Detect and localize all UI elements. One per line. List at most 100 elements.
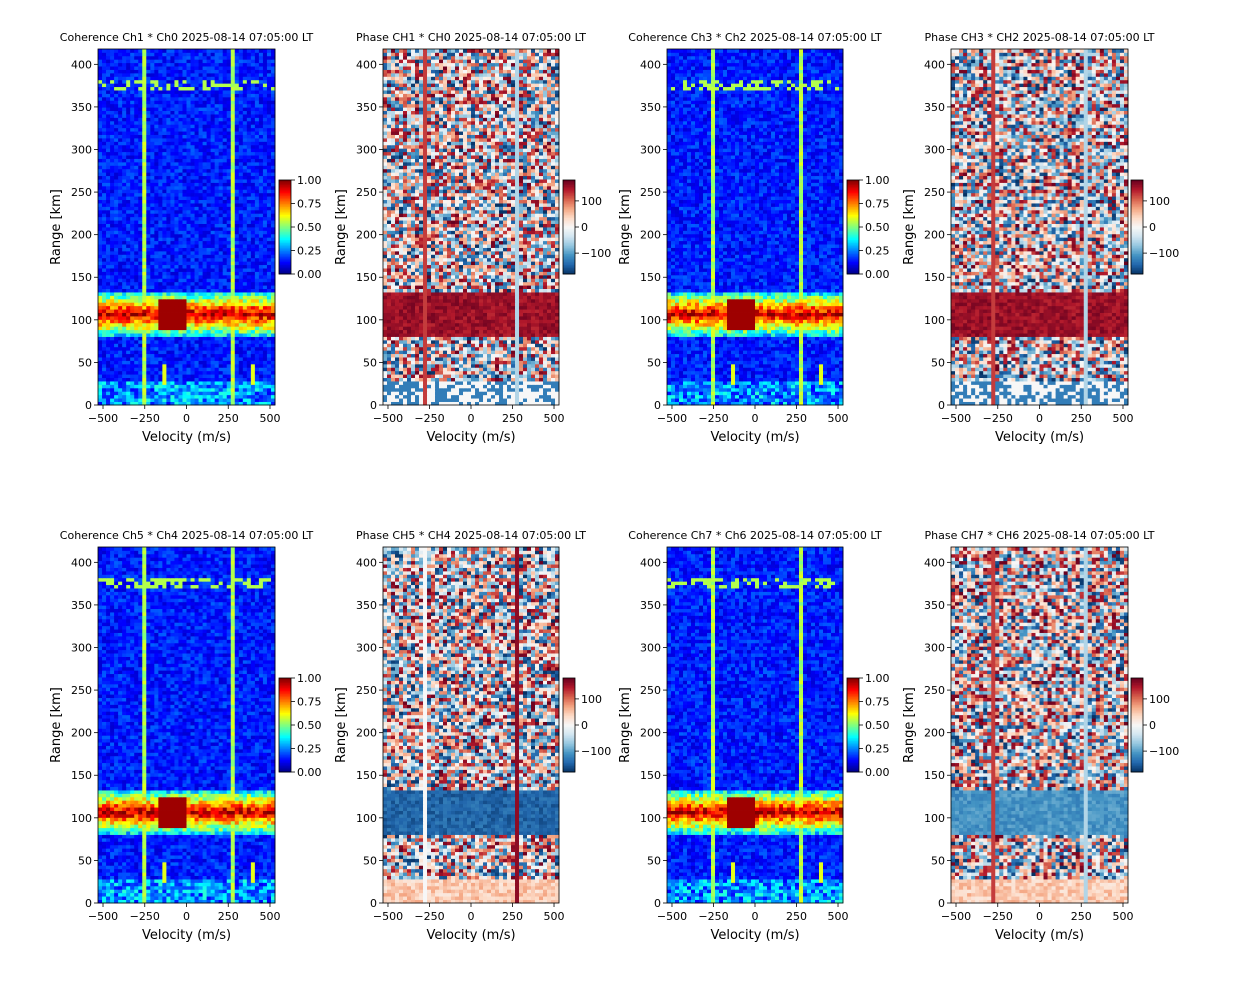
heatmap-cell (247, 309, 251, 313)
heatmap-cell (110, 49, 114, 53)
heatmap-cell (251, 340, 255, 344)
heatmap-cell (263, 87, 267, 91)
heatmap-cell (247, 121, 251, 125)
heatmap-cell (150, 374, 154, 378)
heatmap-cell (138, 371, 142, 375)
heatmap-cell (215, 306, 219, 310)
heatmap-cell (138, 230, 142, 234)
heatmap-cell (419, 395, 423, 399)
y-tick-label: 200 (71, 229, 92, 242)
heatmap-cell (251, 141, 255, 145)
heatmap-cell (211, 148, 215, 152)
heatmap-cell (150, 49, 154, 53)
heatmap-cell (170, 121, 174, 125)
heatmap-cell (211, 282, 215, 286)
heatmap-cell (191, 265, 195, 269)
heatmap-cell (138, 398, 142, 402)
heatmap-cell (211, 114, 215, 118)
heatmap-cell (114, 292, 118, 296)
heatmap-cell (166, 52, 170, 56)
heatmap-cell (199, 292, 203, 296)
heatmap-cell (166, 241, 170, 245)
heatmap-cell (499, 395, 503, 399)
heatmap-cell (166, 100, 170, 104)
heatmap-cell (235, 73, 239, 77)
heatmap-cell (191, 248, 195, 252)
heatmap-cell (243, 248, 247, 252)
heatmap-cell (195, 117, 199, 121)
heatmap-cell (243, 378, 247, 382)
heatmap-cell (235, 234, 239, 238)
heatmap-cell (178, 268, 182, 272)
heatmap-cell (231, 179, 235, 183)
heatmap-cell (158, 326, 162, 330)
heatmap-cell (235, 169, 239, 173)
heatmap-cell (122, 244, 126, 248)
heatmap-cell (243, 306, 247, 310)
heatmap-cell (158, 381, 162, 385)
heatmap-cell (215, 186, 219, 190)
heatmap-cell (219, 80, 223, 84)
heatmap-cell (195, 183, 199, 187)
heatmap-cell (126, 152, 130, 156)
heatmap-cell (178, 364, 182, 368)
heatmap-cell (130, 268, 134, 272)
heatmap-cell (178, 234, 182, 238)
heatmap-cell (223, 364, 227, 368)
heatmap-cell (122, 114, 126, 118)
heatmap-cell (158, 179, 162, 183)
heatmap-cell (130, 155, 134, 159)
heatmap-cell (239, 323, 243, 327)
heatmap-cell (122, 121, 126, 125)
heatmap-cell (527, 388, 531, 392)
heatmap-cell (239, 361, 243, 365)
heatmap-cell (162, 159, 166, 163)
heatmap-cell (267, 388, 271, 392)
heatmap-cell (235, 135, 239, 139)
heatmap-cell (170, 76, 174, 80)
heatmap-cell (174, 230, 178, 234)
heatmap-cell (211, 316, 215, 320)
heatmap-cell (255, 52, 259, 56)
heatmap-cell (102, 206, 106, 210)
heatmap-cell (263, 49, 267, 53)
heatmap-cell (154, 87, 158, 91)
heatmap-cell (239, 183, 243, 187)
heatmap-cell (178, 114, 182, 118)
heatmap-cell (243, 265, 247, 269)
heatmap-cell (158, 278, 162, 282)
heatmap-cell (142, 357, 146, 361)
heatmap-cell (207, 159, 211, 163)
heatmap-cell (126, 97, 130, 101)
heatmap-cell (199, 333, 203, 337)
heatmap-cell (142, 285, 146, 289)
heatmap-cell (122, 230, 126, 234)
heatmap-cell (98, 141, 102, 145)
heatmap-cell (114, 378, 118, 382)
heatmap-cell (215, 337, 219, 341)
heatmap-cell (98, 83, 102, 87)
heatmap-cell (106, 333, 110, 337)
heatmap-cell (235, 141, 239, 145)
heatmap-cell (215, 183, 219, 187)
heatmap-cell (150, 224, 154, 228)
heatmap-cell (122, 169, 126, 173)
heatmap-cell (142, 268, 146, 272)
heatmap-cell (239, 70, 243, 74)
heatmap-cell (259, 302, 263, 306)
heatmap-cell (495, 384, 499, 388)
heatmap-cell (142, 251, 146, 255)
heatmap-cell (263, 186, 267, 190)
heatmap-cell (142, 227, 146, 231)
heatmap-cell (199, 193, 203, 197)
heatmap-cell (267, 313, 271, 317)
heatmap-cell (102, 384, 106, 388)
heatmap-cell (199, 347, 203, 351)
heatmap-cell (158, 388, 162, 392)
heatmap-cell (178, 111, 182, 115)
heatmap-cell (126, 145, 130, 149)
heatmap-cell (182, 261, 186, 265)
heatmap-cell (162, 275, 166, 279)
heatmap-cell (182, 371, 186, 375)
heatmap-cell (134, 111, 138, 115)
